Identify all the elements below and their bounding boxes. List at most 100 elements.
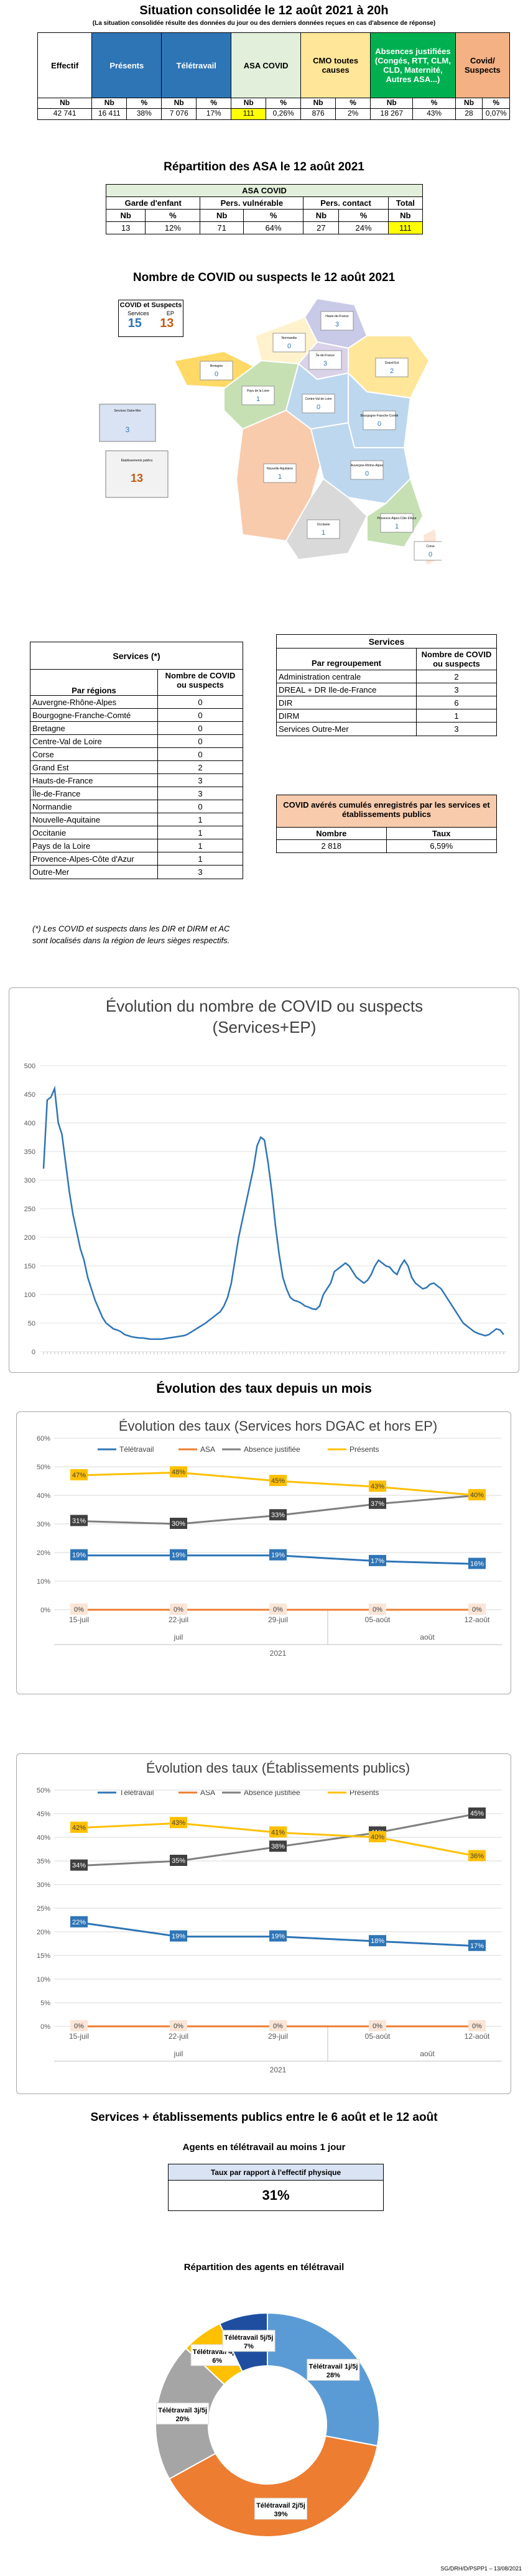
groups-col1: Par regroupement [277, 649, 417, 670]
map-region-value: 0 [377, 420, 381, 428]
asa-header: ASA COVID [106, 184, 423, 197]
map-ep: Établissements publics 13 [105, 450, 169, 498]
svg-text:42%: 42% [72, 1824, 86, 1832]
tele-rate-value: 31% [262, 2187, 290, 2203]
summary-col-label: Absences justifiées (Congés, RTT, CLM, C… [371, 33, 455, 98]
map-title: Nombre de COVID ou suspects le 12 août 2… [132, 271, 396, 284]
map-outremer: Services Outre-Mer 3 [99, 404, 156, 442]
summary-col: Télétravail Nb% 7 076 17% [162, 33, 232, 119]
x-tick-label: 22-juil [169, 1615, 188, 1624]
data-label: 33% [269, 1509, 287, 1521]
svg-text:19%: 19% [271, 1933, 285, 1941]
donut-label: Télétravail 3j/5j 20% [156, 2403, 210, 2425]
svg-text:43%: 43% [172, 1819, 185, 1827]
data-label: 43% [170, 1817, 187, 1829]
region-value: 0 [198, 698, 203, 707]
svg-text:17%: 17% [371, 1558, 384, 1565]
region-name: Centre-Val de Loire [30, 735, 158, 747]
x-tick-label: 29-juil [268, 1615, 288, 1624]
region-name: Bourgogne-Franche-Comté [30, 709, 158, 721]
summary-col: Covid/ Suspects Nb% 28 0,07% [455, 33, 510, 119]
map-region-value: 1 [395, 523, 399, 530]
svg-text:Télétravail 3j/5j: Télétravail 3j/5j [158, 2407, 207, 2414]
svg-text:0%: 0% [472, 1606, 482, 1613]
asa-group: Garde d'enfant [105, 196, 201, 210]
summary-value: 111 [231, 109, 267, 119]
summary-sub-label: % [280, 98, 287, 107]
y-tick-label: 40% [37, 1492, 50, 1500]
map-region: Centre-Val de Loire 0 [285, 362, 349, 430]
table-row: Nouvelle-Aquitaine 1 [30, 813, 243, 826]
summary-sub-label: % [210, 98, 218, 107]
table-row: Services Outre-Mer 3 [277, 722, 496, 736]
svg-text:33%: 33% [271, 1512, 285, 1519]
asa-sub: % [243, 209, 304, 222]
asa-value: 111 [387, 221, 424, 234]
data-label: 30% [170, 1518, 187, 1529]
svg-text:19%: 19% [72, 1552, 86, 1559]
data-label: 42% [70, 1821, 88, 1833]
table-row: Occitanie 1 [30, 826, 243, 839]
summary-value: 42 741 [53, 109, 76, 118]
map-region-value: 0 [365, 470, 369, 478]
chart-subtitle: (Services+EP) [213, 1018, 317, 1036]
services-regions-title: Services (*) [30, 642, 243, 670]
svg-text:47%: 47% [72, 1472, 86, 1479]
table-row: Centre-Val de Loire 0 [30, 735, 243, 748]
region-value: 3 [198, 789, 203, 798]
legend-item: Absence justifiée [222, 1788, 300, 1797]
summary-sub-label: Nb [162, 98, 197, 108]
legend-ep-label: EP [166, 310, 174, 316]
map-region-value: 0 [428, 551, 432, 558]
svg-text:0%: 0% [174, 2023, 183, 2030]
map-region: Occitanie 1 [285, 478, 368, 561]
y-tick-label: 500 [24, 1063, 35, 1070]
summary-value: 18 267 [371, 109, 414, 119]
asa-value: 12% [145, 221, 201, 234]
region-value: 0 [198, 737, 203, 746]
svg-text:0%: 0% [373, 2023, 382, 2030]
svg-text:ASA: ASA [200, 1788, 215, 1797]
donut-label: Télétravail 2j/5j 39% [254, 2498, 308, 2520]
map-region-name: Bourgogne-Franche-Comté [361, 414, 399, 418]
asa-sub: Nb [303, 209, 340, 222]
legend-item: Présents [328, 1445, 379, 1454]
region-name: Auvergne-Rhône-Alpes [30, 696, 158, 708]
y-tick-label: 20% [37, 1929, 50, 1936]
y-tick-label: 40% [37, 1834, 50, 1842]
y-tick-label: 50% [37, 1464, 50, 1471]
data-label: 0% [269, 1604, 287, 1615]
summary-col-label: ASA COVID [231, 33, 301, 98]
map-region: Nouvelle-Aquitaine 1 [235, 409, 325, 542]
data-label: 47% [70, 1469, 88, 1480]
summary-sub-label: Nb [456, 98, 483, 108]
chart-title: Évolution des taux (Services hors DGAC e… [119, 1418, 437, 1434]
summary-col: Absences justifiées (Congés, RTT, CLM, C… [371, 33, 456, 119]
svg-text:36%: 36% [470, 1852, 484, 1860]
region-name: Nouvelle-Aquitaine [30, 813, 158, 826]
donut-label: Télétravail 5j/5j7% [222, 2330, 276, 2352]
cumul-col2: Taux [432, 829, 451, 838]
asa-sub: % [338, 209, 389, 222]
table-row: Grand Est 2 [30, 761, 243, 774]
region-name: Hauts-de-France [30, 774, 158, 787]
legend-item: Absence justifiée [222, 1445, 300, 1454]
summary-value: 7 076 [162, 109, 197, 119]
month-label: août [420, 2049, 435, 2058]
svg-text:0%: 0% [373, 1606, 382, 1613]
table-row: Administration centrale 2 [277, 670, 496, 683]
group-value: 3 [454, 724, 459, 734]
y-tick-label: 60% [37, 1435, 50, 1443]
svg-text:0%: 0% [74, 2023, 84, 2030]
y-tick-label: 50% [37, 1787, 50, 1794]
data-label: 19% [70, 1549, 88, 1561]
map-region: Grand Est 2 [348, 335, 430, 399]
svg-text:ASA: ASA [200, 1445, 215, 1454]
svg-text:0%: 0% [74, 1606, 84, 1613]
region-value: 0 [198, 802, 203, 811]
y-tick-label: 10% [37, 1578, 50, 1586]
y-tick-label: 5% [40, 2000, 50, 2007]
y-tick-label: 200 [24, 1234, 35, 1242]
